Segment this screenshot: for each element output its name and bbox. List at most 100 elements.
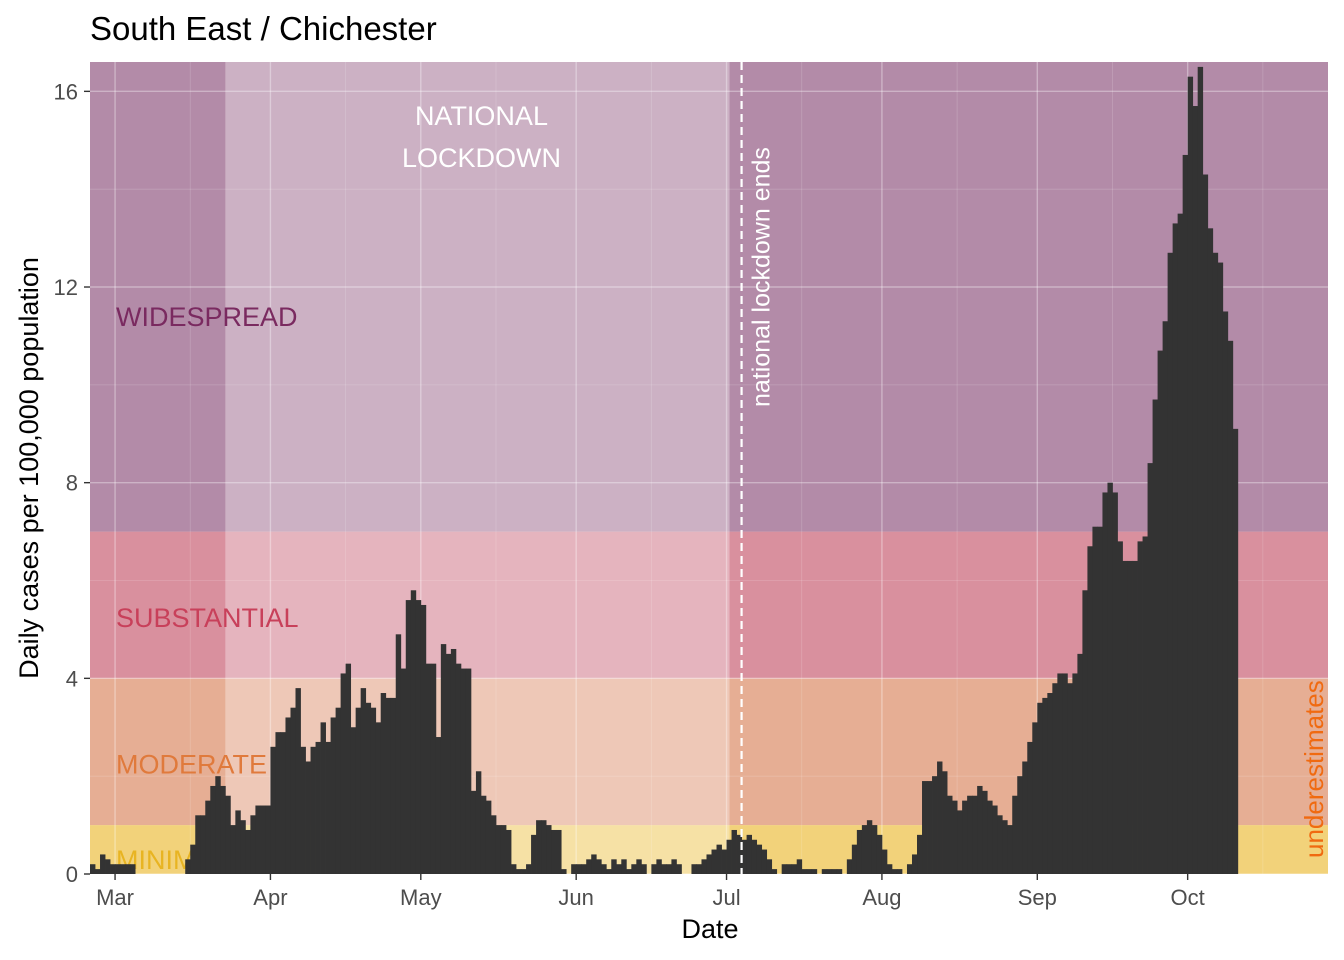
bar — [987, 800, 993, 874]
bar — [240, 820, 246, 874]
bar — [1117, 541, 1123, 874]
bar — [721, 849, 727, 874]
bar — [891, 869, 898, 874]
bar — [330, 717, 336, 874]
underestimates-label: underestimates — [1299, 680, 1329, 858]
bar — [365, 702, 372, 874]
bar — [997, 815, 1003, 874]
bar — [831, 869, 838, 874]
bar — [691, 864, 697, 874]
bar — [1192, 106, 1199, 874]
bar — [405, 600, 412, 874]
band-label-widespread: WIDESPREAD — [116, 302, 298, 332]
bar — [962, 800, 968, 874]
bar — [666, 864, 672, 874]
bar — [1022, 761, 1028, 874]
bar — [761, 849, 768, 874]
bar — [641, 864, 647, 874]
bar — [601, 864, 607, 874]
bar — [1007, 825, 1013, 874]
bar — [1087, 546, 1093, 874]
bar — [195, 815, 201, 874]
bar — [967, 795, 973, 874]
bar — [751, 839, 758, 874]
bar — [596, 859, 602, 874]
bar — [806, 869, 813, 874]
bar — [947, 795, 953, 874]
bar — [360, 688, 367, 874]
x-tick-label: Jul — [712, 885, 740, 910]
bar — [190, 844, 196, 874]
bar — [972, 795, 978, 874]
bar — [1167, 252, 1174, 874]
bar — [521, 869, 527, 874]
bar — [1052, 683, 1058, 874]
bar — [932, 776, 938, 874]
bar — [200, 815, 206, 874]
bar — [1177, 213, 1184, 874]
bar — [506, 829, 512, 874]
bar — [255, 805, 261, 874]
bar — [591, 854, 597, 874]
bar — [856, 829, 863, 874]
bar — [1057, 673, 1063, 874]
bar — [1212, 252, 1219, 874]
bar — [220, 785, 226, 874]
bar — [110, 864, 116, 874]
bar — [531, 834, 537, 874]
bar — [1127, 560, 1133, 874]
bar — [621, 859, 627, 874]
bar — [952, 800, 958, 874]
bar — [370, 707, 377, 874]
bar — [1222, 311, 1229, 875]
bar — [731, 829, 737, 874]
bar — [551, 829, 557, 874]
bar — [736, 834, 742, 874]
bar — [350, 727, 357, 874]
bar — [791, 864, 798, 874]
bar — [626, 869, 632, 874]
bar — [536, 820, 542, 874]
bar — [325, 741, 331, 874]
bar — [95, 869, 101, 874]
bar — [440, 644, 447, 874]
y-tick-label: 4 — [66, 666, 78, 691]
bar — [556, 829, 562, 874]
bars — [90, 66, 1239, 875]
bar — [1012, 795, 1018, 874]
bar — [390, 697, 397, 874]
bar — [982, 790, 988, 874]
bar — [100, 854, 106, 874]
bar — [490, 815, 497, 874]
bar — [455, 663, 462, 874]
bar — [606, 869, 612, 874]
bar — [1232, 428, 1239, 874]
bar — [546, 825, 552, 874]
bar — [1142, 536, 1148, 874]
bar — [485, 800, 492, 874]
bar — [275, 732, 281, 874]
bar — [460, 668, 467, 874]
bar — [756, 844, 763, 874]
y-tick-label: 8 — [66, 471, 78, 496]
bar — [1162, 321, 1169, 874]
bar — [1112, 492, 1118, 874]
lockdown-label-line1: NATIONAL — [415, 101, 548, 131]
bar — [706, 854, 712, 874]
bar — [801, 869, 808, 874]
bar — [766, 859, 773, 874]
bar — [1147, 463, 1153, 874]
bar — [1102, 492, 1108, 874]
bar — [215, 776, 221, 874]
bar — [290, 707, 296, 874]
bar — [385, 697, 392, 874]
bar — [415, 600, 422, 874]
bar — [265, 805, 271, 874]
bar — [125, 864, 131, 874]
bar — [741, 839, 747, 874]
bar — [1217, 262, 1224, 875]
bar — [696, 864, 702, 874]
bar — [1207, 228, 1214, 875]
x-tick-label: Mar — [96, 885, 134, 910]
